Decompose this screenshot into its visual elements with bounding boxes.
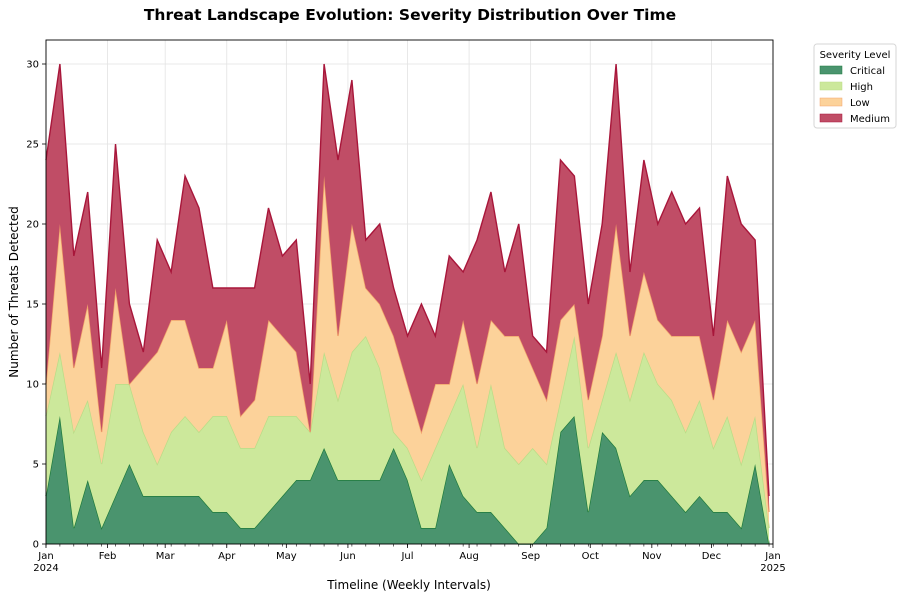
line-medium — [45, 63, 770, 497]
x-tick-label: Jun — [339, 551, 356, 562]
area-high — [46, 336, 770, 544]
x-tick-label: Oct — [582, 551, 599, 562]
x-tick-label: Aug — [459, 551, 479, 562]
x-tick-label: May — [276, 551, 297, 562]
legend-swatch-medium — [819, 113, 843, 123]
x-tick-label: Dec — [702, 551, 721, 562]
y-tick-label: 5 — [33, 460, 39, 471]
legend-label-high: High — [850, 82, 873, 93]
legend: Severity Level Critical High Low Medium — [813, 43, 897, 129]
x-tick-label: Mar — [156, 551, 176, 562]
chart-title: Threat Landscape Evolution: Severity Dis… — [144, 6, 676, 24]
y-tick-label: 10 — [26, 380, 39, 391]
stacked-areas — [45, 63, 770, 545]
x-tick-label: Jul — [400, 551, 413, 562]
y-axis: 0 5 10 15 20 25 30 — [26, 60, 46, 551]
y-tick-label: 0 — [33, 540, 39, 551]
plot-frame — [45, 39, 774, 545]
x-tick-label: Feb — [99, 551, 117, 562]
x-tick-label: Nov — [642, 551, 662, 562]
x-tick-label: Sep — [521, 551, 540, 562]
legend-swatch-high — [819, 81, 843, 91]
x-tick-year-label: 2025 — [760, 563, 785, 574]
y-tick-label: 25 — [26, 140, 39, 151]
legend-frame — [813, 43, 897, 129]
legend-swatch-critical — [819, 65, 843, 75]
y-tick-label: 15 — [26, 300, 39, 311]
y-axis-label: Number of Threats Detected — [7, 206, 21, 378]
y-tick-label: 20 — [26, 220, 39, 231]
legend-label-low: Low — [850, 98, 870, 109]
x-tick-label: Jan — [37, 551, 53, 562]
y-tick-label: 30 — [26, 60, 39, 71]
x-axis-label: Timeline (Weekly Intervals) — [326, 578, 491, 592]
legend-label-medium: Medium — [850, 114, 890, 125]
legend-swatch-low — [819, 97, 843, 107]
area-medium — [46, 64, 770, 512]
legend-label-critical: Critical — [850, 66, 885, 77]
area-low — [46, 176, 770, 528]
x-tick-label: Jan — [764, 551, 780, 562]
x-tick-label: Apr — [218, 551, 236, 562]
legend-title: Severity Level — [820, 50, 891, 61]
x-tick-year-label: 2024 — [33, 563, 58, 574]
